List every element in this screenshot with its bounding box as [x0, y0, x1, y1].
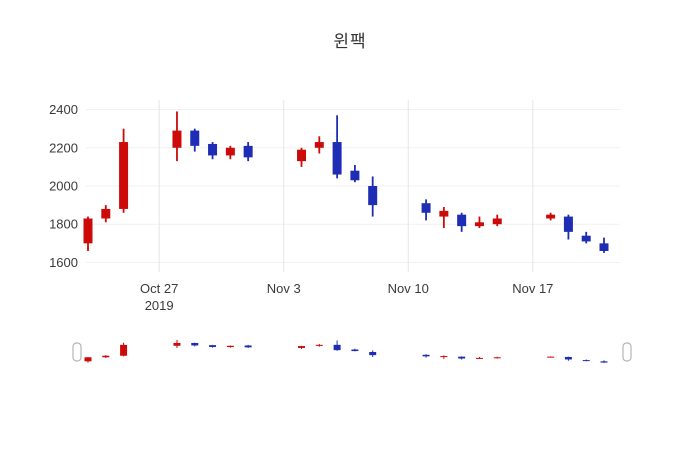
candle-body	[474, 222, 484, 227]
mini-candle-body	[440, 356, 448, 358]
mini-candle-body	[422, 354, 430, 357]
y-tick-label: 2200	[49, 140, 78, 155]
candle-body	[439, 210, 449, 217]
mini-candle-body	[244, 345, 252, 348]
y-tick-label: 1600	[49, 255, 78, 270]
candle-body	[243, 145, 253, 158]
mini-candle-body	[547, 356, 555, 358]
x-tick-label: Nov 10	[388, 281, 429, 296]
candle-body	[368, 186, 378, 206]
candle-body	[581, 235, 591, 242]
x-tick-sublabel: 2019	[145, 298, 174, 313]
y-tick-label: 2000	[49, 179, 78, 194]
chart-title: 윈팩	[333, 32, 367, 51]
range-slider-right-handle[interactable]	[622, 342, 632, 362]
candle-body	[208, 143, 218, 156]
mini-candle-body	[315, 344, 323, 346]
candle-body	[172, 130, 182, 148]
x-tick-label: Oct 27	[140, 281, 178, 296]
candle-body	[563, 216, 573, 232]
mini-candle-body	[600, 361, 608, 363]
mini-candle-body	[351, 349, 359, 352]
x-tick-label: Nov 17	[512, 281, 553, 296]
candle-body	[225, 147, 235, 156]
range-slider-left-handle[interactable]	[72, 342, 82, 362]
mini-candle-body	[333, 344, 341, 351]
candle-body	[421, 203, 431, 213]
mini-candle-body	[475, 357, 483, 359]
candle-body	[101, 208, 111, 219]
candle-body	[83, 218, 93, 244]
candle-body	[492, 218, 502, 225]
candle-body	[314, 142, 324, 148]
mini-candle-body	[458, 356, 466, 359]
candle-body	[190, 130, 200, 146]
y-tick-label: 1800	[49, 217, 78, 232]
mini-candle-body	[102, 355, 110, 358]
candle-body	[297, 149, 307, 162]
y-tick-label: 2400	[49, 102, 78, 117]
mini-candle-body	[84, 357, 92, 362]
mini-candle-body	[582, 360, 590, 362]
range-slider-track[interactable]	[80, 333, 626, 371]
candle-body	[546, 214, 556, 219]
mini-candle-body	[564, 356, 572, 360]
mini-candle-body	[173, 342, 181, 346]
candle-body	[332, 142, 342, 175]
x-tick-label: Nov 3	[267, 281, 301, 296]
mini-candle-body	[209, 345, 217, 348]
mini-candle-body	[493, 357, 501, 359]
mini-candle-body	[369, 352, 377, 356]
mini-candle-body	[298, 346, 306, 348]
candle-body	[119, 142, 129, 209]
candle-body	[457, 214, 467, 227]
mini-candle-body	[191, 342, 199, 346]
mini-candle-body	[120, 344, 128, 356]
candle-body	[599, 243, 609, 251]
candle-body	[350, 170, 360, 181]
mini-candle-body	[226, 345, 234, 348]
